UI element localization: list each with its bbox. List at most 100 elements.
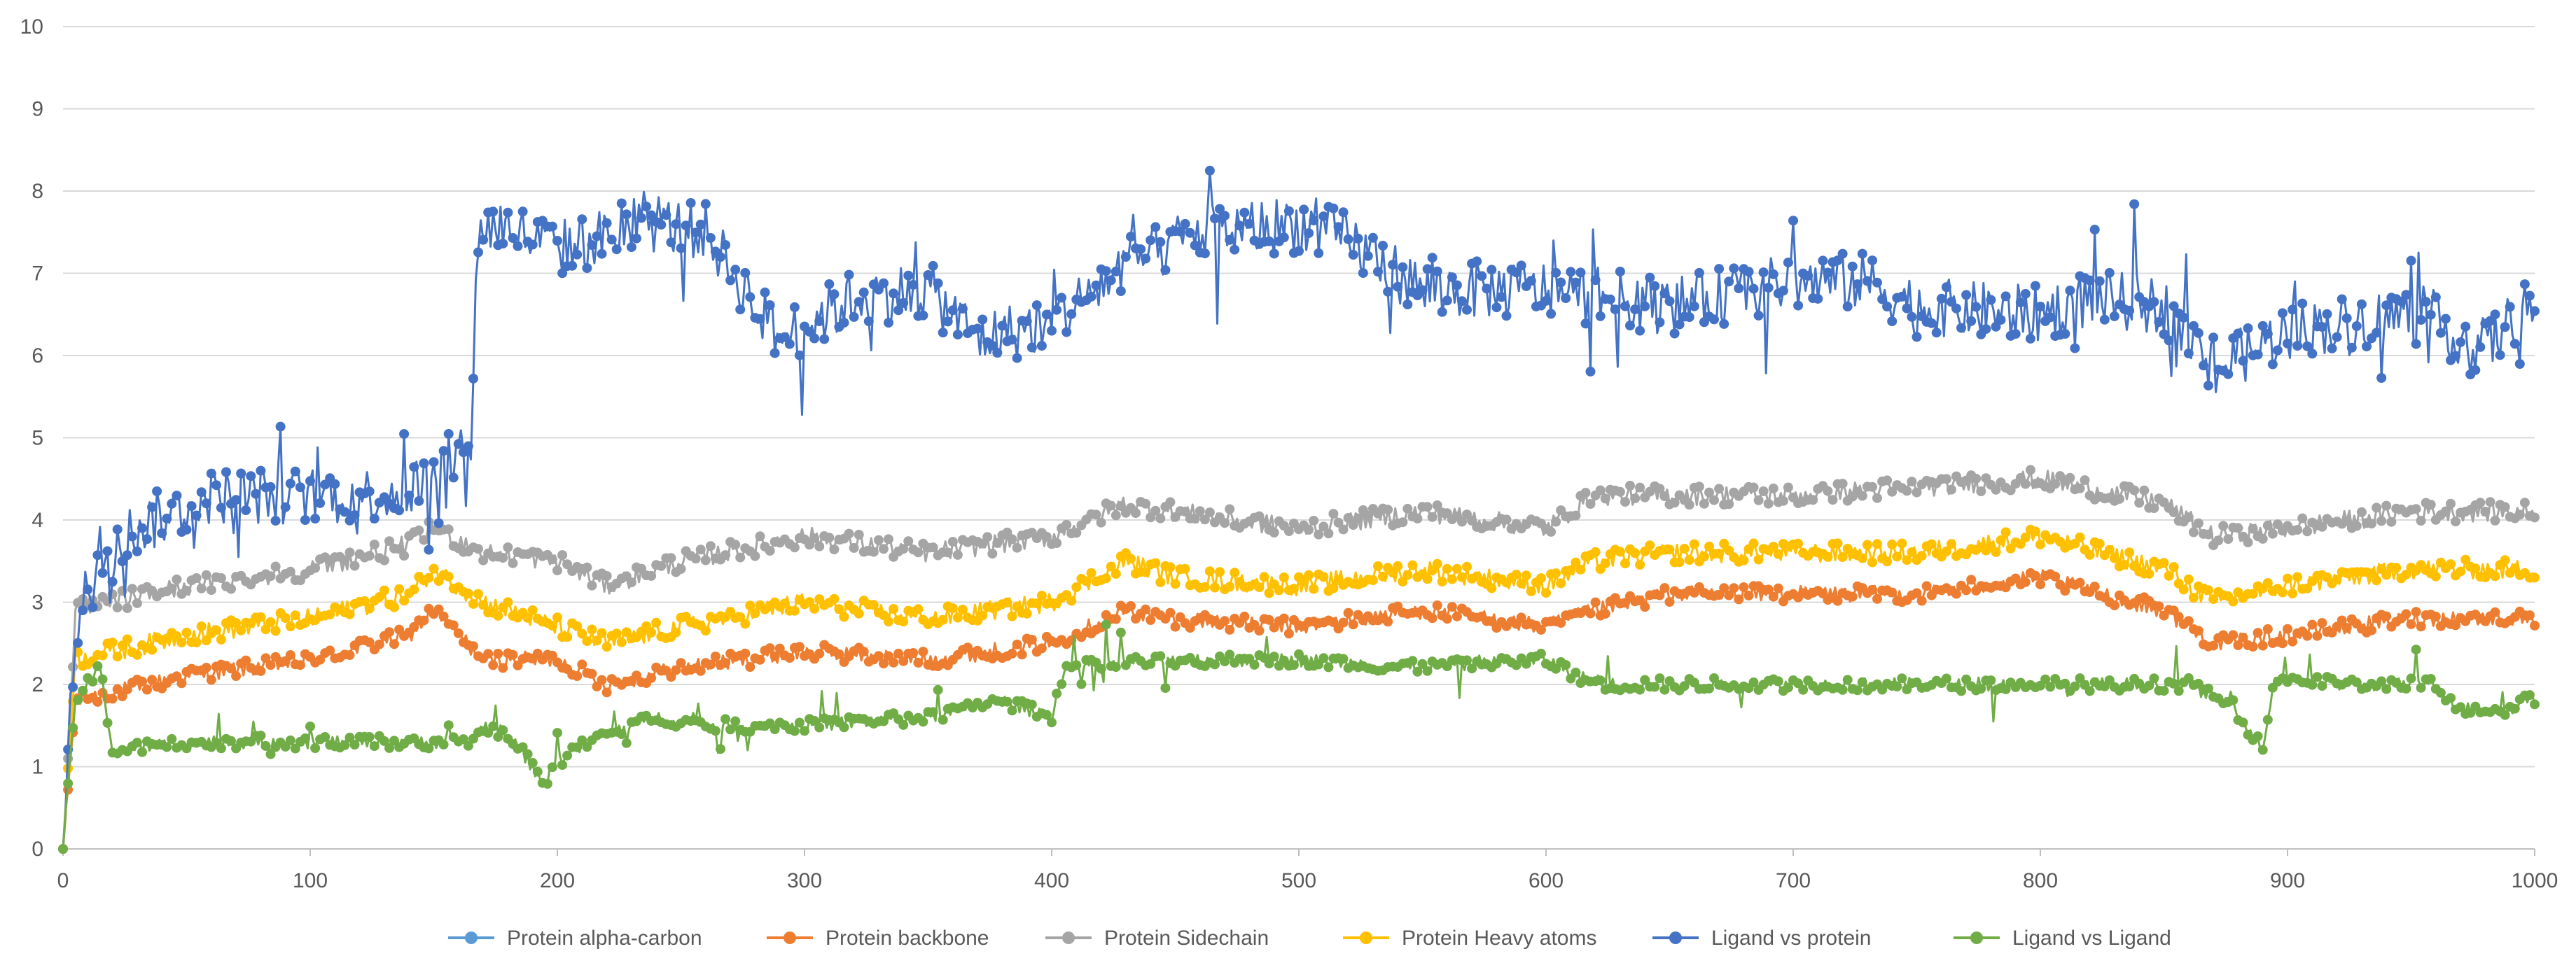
data-point (1669, 328, 1680, 339)
data-point (1729, 583, 1739, 593)
data-point (1155, 651, 1166, 661)
data-point (582, 636, 592, 647)
data-point (2089, 582, 2100, 592)
data-point (755, 654, 765, 665)
data-point (1451, 563, 1462, 574)
data-point (1348, 250, 1358, 260)
data-point (1546, 309, 1557, 319)
data-point (1239, 207, 1250, 218)
data-point (1482, 283, 1492, 294)
data-point (2362, 342, 2372, 352)
data-point (1422, 666, 1433, 676)
data-point (1185, 227, 1195, 238)
data-point (695, 666, 706, 676)
data-point (527, 605, 538, 615)
data-point (1141, 604, 1151, 614)
data-point (1541, 588, 1551, 598)
data-point (2292, 525, 2303, 535)
data-point (2109, 553, 2119, 563)
data-point (2456, 702, 2466, 712)
data-point (236, 625, 246, 635)
legend-item[interactable]: Protein backbone (767, 927, 989, 950)
data-point (453, 628, 464, 638)
data-point (987, 549, 998, 559)
data-point (2104, 544, 2115, 555)
data-point (206, 585, 216, 596)
legend-item[interactable]: Protein Heavy atoms (1343, 927, 1596, 950)
data-point (656, 220, 667, 230)
legend-item[interactable]: Ligand vs protein (1652, 927, 1872, 950)
data-point (2164, 335, 2174, 346)
data-point (1309, 584, 1319, 594)
data-point (750, 551, 760, 561)
data-point (1620, 497, 1630, 507)
data-point (765, 300, 775, 310)
data-point (918, 647, 928, 657)
data-point (305, 476, 315, 486)
data-point (1753, 310, 1764, 321)
data-point (1748, 482, 1759, 493)
data-point (1605, 294, 1615, 304)
data-point (1002, 597, 1012, 607)
data-point (2075, 532, 2085, 542)
data-point (671, 219, 681, 230)
data-point (1773, 583, 1783, 593)
data-point (2372, 502, 2382, 513)
data-point (2183, 616, 2194, 626)
data-point (2094, 276, 2105, 286)
data-point (2020, 288, 2031, 299)
data-point (1096, 663, 1106, 674)
data-point (92, 696, 103, 707)
data-point (716, 744, 725, 754)
data-point (938, 328, 948, 338)
data-point (1199, 514, 1210, 525)
data-point (1220, 518, 1230, 528)
data-point (656, 561, 667, 571)
data-point (1146, 512, 1156, 523)
data-point (344, 732, 355, 743)
data-point (1768, 591, 1778, 602)
data-point (443, 524, 454, 535)
data-point (1566, 267, 1576, 277)
data-point (384, 743, 394, 753)
data-point (913, 657, 924, 668)
data-point (2500, 710, 2510, 720)
data-point (1052, 689, 1062, 698)
data-point (1437, 577, 1447, 586)
data-point (2070, 343, 2080, 353)
data-point (938, 715, 948, 725)
data-point (2257, 321, 2268, 331)
data-point (162, 742, 172, 752)
data-point (300, 515, 310, 525)
data-point (1823, 551, 1833, 562)
data-point (2188, 593, 2199, 603)
legend-item[interactable]: Protein Sidechain (1045, 927, 1269, 950)
data-point (957, 304, 968, 314)
data-point (1645, 272, 1655, 283)
data-point (2243, 537, 2253, 548)
data-point (295, 482, 305, 493)
data-point (2446, 693, 2456, 703)
data-point (889, 288, 899, 299)
data-point (1729, 263, 1739, 274)
legend-item[interactable]: Ligand vs Ligand (1954, 927, 2171, 950)
data-point (1398, 517, 1408, 528)
data-point (172, 574, 182, 584)
data-point (424, 743, 434, 754)
data-point (889, 604, 899, 614)
data-point (522, 612, 533, 623)
data-point (745, 600, 756, 611)
data-point (1511, 267, 1522, 278)
data-point (1655, 317, 1665, 328)
data-point (685, 198, 696, 208)
data-point (2030, 526, 2040, 537)
data-point (191, 573, 202, 583)
y-tick-label: 8 (32, 180, 43, 203)
data-point (1976, 684, 1986, 694)
y-tick-label: 10 (20, 15, 43, 38)
data-point (438, 446, 449, 456)
data-point (78, 685, 88, 696)
data-point (923, 270, 933, 280)
data-point (478, 234, 489, 245)
legend-item[interactable]: Protein alpha-carbon (448, 927, 702, 950)
